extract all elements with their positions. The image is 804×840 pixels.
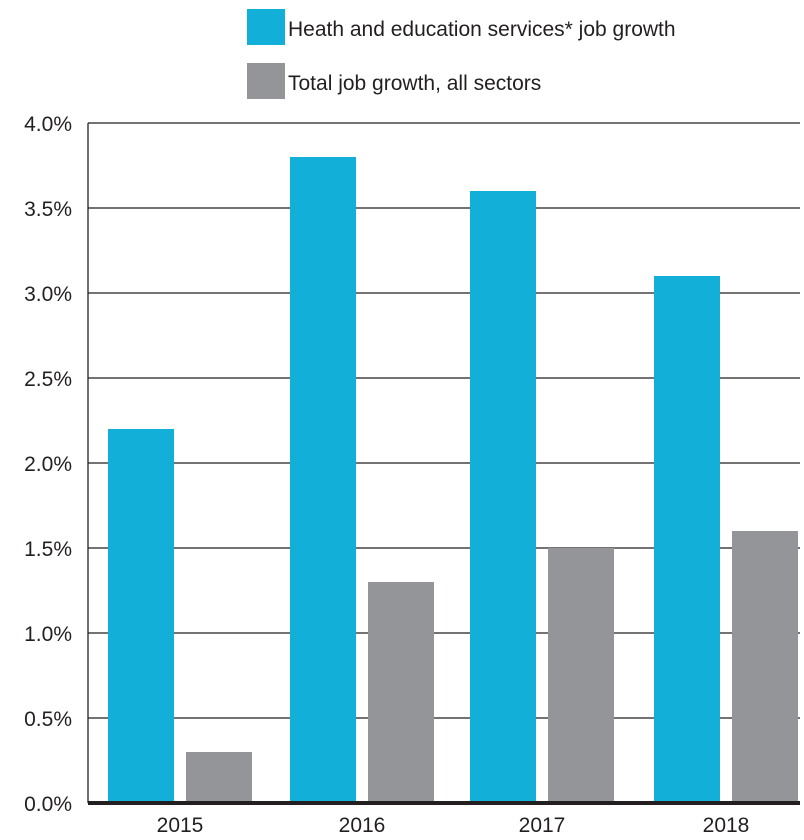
- x-tick-label-2016: 2016: [339, 814, 386, 837]
- y-axis-tick-labels: 0.0% 0.5% 1.0% 1.5% 2.0% 2.5% 3.0% 3.5% 4.0%: [24, 113, 72, 816]
- x-tick-label-2017: 2017: [519, 814, 566, 837]
- x-axis-tick-labels: 2015 2016 2017 2018: [157, 814, 750, 837]
- y-tick-label: 2.5%: [24, 368, 72, 391]
- y-tick-label: 0.0%: [24, 793, 72, 816]
- bars: [108, 157, 798, 803]
- y-tick-label: 0.5%: [24, 708, 72, 731]
- axes: [87, 123, 800, 805]
- bar-total-2015: [186, 752, 252, 803]
- legend-label-total: Total job growth, all sectors: [288, 72, 541, 95]
- bar-health-education-2017: [470, 191, 536, 803]
- gridlines: [88, 122, 800, 719]
- legend-swatch-health-education: [247, 9, 285, 45]
- legend-swatch-total: [247, 63, 285, 99]
- x-tick-label-2015: 2015: [157, 814, 204, 837]
- x-tick-label-2018: 2018: [703, 814, 750, 837]
- bar-health-education-2015: [108, 429, 174, 803]
- bar-health-education-2018: [654, 276, 720, 803]
- y-tick-label: 1.0%: [24, 623, 72, 646]
- bar-total-2018: [732, 531, 798, 803]
- y-tick-label: 1.5%: [24, 538, 72, 561]
- y-tick-label: 3.5%: [24, 198, 72, 221]
- bar-total-2016: [368, 582, 434, 803]
- y-tick-label: 3.0%: [24, 283, 72, 306]
- y-tick-label: 4.0%: [24, 113, 72, 136]
- legend-label-health-education: Heath and education services* job growth: [288, 18, 676, 41]
- bar-health-education-2016: [290, 157, 356, 803]
- legend: Heath and education services* job growth…: [247, 9, 676, 99]
- bar-total-2017: [548, 548, 614, 803]
- y-tick-label: 2.0%: [24, 453, 72, 476]
